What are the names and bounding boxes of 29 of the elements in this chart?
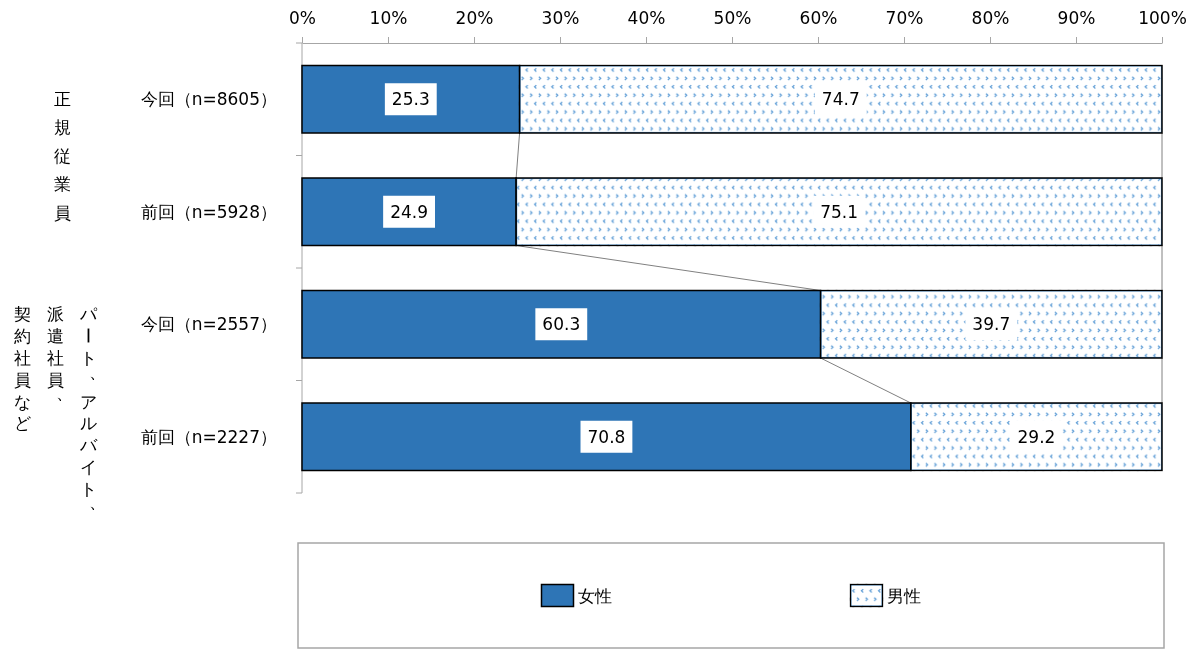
legend-label: 女性 (577, 585, 612, 606)
y-tick-label: 前回（n=2227） (140, 426, 277, 447)
data-label: 74.7 (821, 89, 860, 110)
text: 派遣社員、 (46, 304, 73, 404)
text: 正規従業員 (53, 88, 71, 223)
data-label: 29.2 (1017, 426, 1056, 447)
data-label: 24.9 (390, 201, 428, 222)
text: 契約社員など (13, 304, 31, 434)
data-label: 39.7 (972, 314, 1011, 335)
x-tick-label: 90% (1057, 8, 1096, 28)
x-tick-label: 20% (455, 8, 494, 28)
text: パート、アルバイト、 (77, 304, 106, 513)
x-tick-label: 10% (369, 8, 408, 28)
legend-label: 男性 (886, 585, 921, 606)
x-tick-label: 0% (289, 8, 316, 28)
x-tick-label: 100% (1138, 8, 1187, 28)
data-label: 70.8 (587, 426, 626, 447)
y-tick-label: 今回（n=2557） (140, 314, 277, 335)
data-label: 25.3 (391, 89, 430, 110)
data-label: 75.1 (820, 201, 858, 222)
x-tick-label: 40% (627, 8, 666, 28)
x-tick-label: 70% (885, 8, 924, 28)
x-tick-label: 30% (541, 8, 580, 28)
x-tick-label: 50% (713, 8, 752, 28)
x-tick-label: 80% (971, 8, 1010, 28)
y-tick-label: 前回（n=5928） (140, 201, 277, 222)
y-tick-label: 今回（n=8605） (140, 89, 277, 110)
data-label: 60.3 (542, 314, 581, 335)
x-tick-label: 60% (799, 8, 838, 28)
